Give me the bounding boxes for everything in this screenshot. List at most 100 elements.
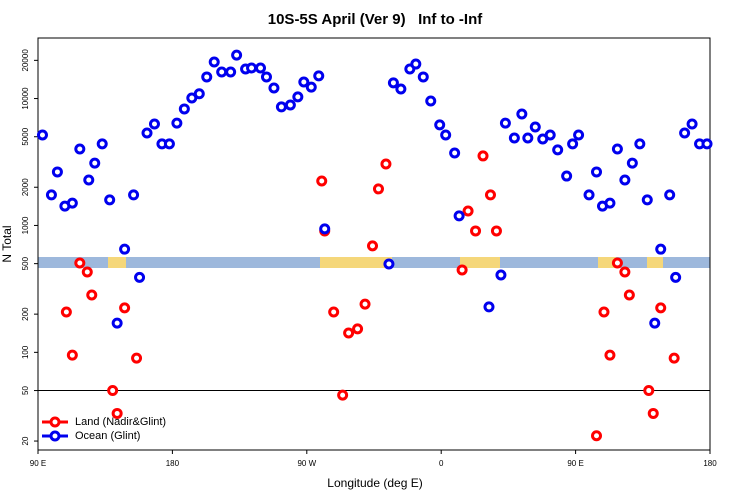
point (449, 147, 461, 159)
point (434, 119, 446, 131)
point (544, 129, 556, 141)
point (319, 223, 331, 235)
y-tick-label: 200 (21, 307, 30, 321)
point (417, 71, 429, 83)
point (552, 144, 564, 156)
series (60, 150, 680, 442)
point (268, 82, 280, 94)
point (686, 118, 698, 130)
point (395, 83, 407, 95)
series (36, 49, 713, 329)
point (529, 121, 541, 133)
point (337, 389, 349, 401)
point (477, 150, 489, 162)
x-tick-label: 0 (439, 459, 444, 468)
point (591, 166, 603, 178)
legend-label: Ocean (Glint) (75, 430, 140, 442)
point (60, 306, 72, 318)
point (641, 194, 653, 206)
y-tick-label: 5000 (21, 127, 30, 145)
point (655, 243, 667, 255)
point (298, 76, 310, 88)
point (679, 127, 691, 139)
point (522, 132, 534, 144)
point (453, 210, 465, 222)
point (567, 138, 579, 150)
point (96, 138, 108, 150)
point (51, 166, 63, 178)
x-axis-label: Longitude (deg E) (327, 476, 422, 490)
point (634, 138, 646, 150)
y-axis-label: N Total (0, 225, 14, 262)
point (111, 407, 123, 419)
point (316, 175, 328, 187)
y-tick-label: 20 (21, 436, 30, 445)
point (604, 349, 616, 361)
point (141, 127, 153, 139)
point (171, 117, 183, 129)
point (260, 71, 272, 83)
y-tick-label: 500 (21, 256, 30, 270)
point (81, 266, 93, 278)
point (664, 189, 676, 201)
point (591, 430, 603, 442)
land-patch (320, 257, 392, 268)
land-patch (460, 257, 500, 268)
point (216, 66, 228, 78)
point (328, 306, 340, 318)
land-patch (647, 257, 663, 268)
point (119, 243, 131, 255)
point (611, 143, 623, 155)
point (343, 327, 355, 339)
point (275, 101, 287, 113)
point (107, 385, 119, 397)
y-tick-label: 1000 (21, 216, 30, 234)
point (508, 132, 520, 144)
legend-label: Land (Nadir&Glint) (75, 416, 166, 428)
point (66, 197, 78, 209)
y-tick-label: 10000 (21, 87, 30, 110)
point (104, 194, 116, 206)
point (456, 264, 468, 276)
point (647, 407, 659, 419)
point (74, 257, 86, 269)
point (86, 289, 98, 301)
point (178, 103, 190, 115)
x-tick-label: 180 (703, 459, 717, 468)
point (111, 317, 123, 329)
point (231, 49, 243, 61)
point (499, 117, 511, 129)
y-tick-label: 2000 (21, 178, 30, 196)
point (352, 323, 364, 335)
point (225, 66, 237, 78)
land-patch (108, 257, 126, 268)
legend-marker (49, 430, 61, 442)
point (128, 189, 140, 201)
point (66, 349, 78, 361)
point (134, 271, 146, 283)
point (619, 174, 631, 186)
point (440, 129, 452, 141)
point (148, 118, 160, 130)
point (131, 352, 143, 364)
point (561, 170, 573, 182)
point (573, 129, 585, 141)
point (484, 189, 496, 201)
point (201, 71, 213, 83)
plot-frame (37, 37, 711, 451)
map-strip (38, 257, 710, 268)
point (246, 62, 258, 74)
point (255, 62, 267, 74)
point (655, 302, 667, 314)
y-tick-label: 50 (21, 386, 30, 395)
legend-marker (49, 416, 61, 428)
point (305, 81, 317, 93)
point (604, 197, 616, 209)
point (119, 302, 131, 314)
point (383, 258, 395, 270)
point (643, 385, 655, 397)
point (598, 306, 610, 318)
point (425, 95, 437, 107)
point (372, 183, 384, 195)
chart-title: 10S-5S April (Ver 9) Inf to -Inf (268, 11, 483, 28)
